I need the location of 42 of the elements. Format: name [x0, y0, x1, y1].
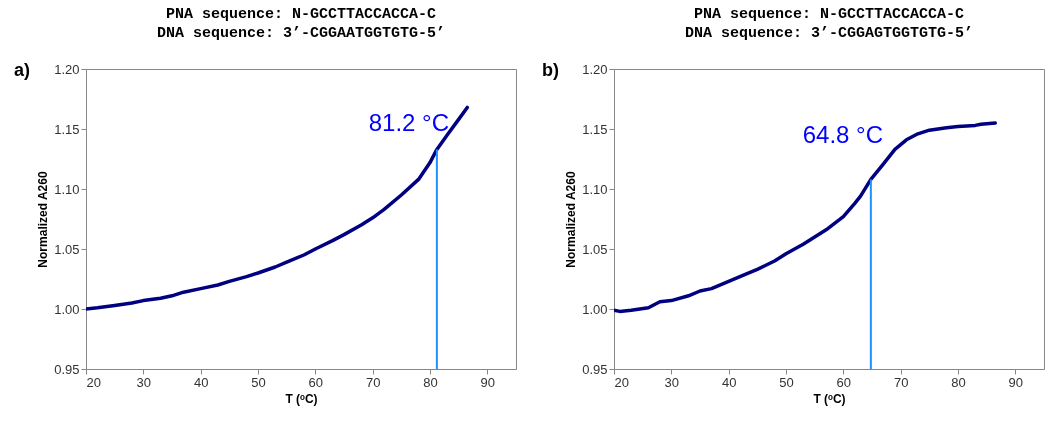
- chart-title: PNA sequence: N-GCCTTACCACCA-C: [165, 6, 437, 23]
- y-tick-label: 1.20: [54, 61, 80, 77]
- x-tick-label: 30: [136, 374, 152, 390]
- x-tick-label: 20: [86, 374, 101, 390]
- x-tick-label: 50: [779, 374, 794, 390]
- y-tick-label: 1.10: [54, 181, 80, 197]
- x-tick-label: 40: [721, 374, 737, 390]
- y-tick-label: 1.10: [582, 181, 608, 197]
- y-tick-label: 1.05: [54, 241, 80, 257]
- x-tick-label: 30: [664, 374, 680, 390]
- chart-subtitle: DNA sequence: 3’-CGGAGTGGTGTG-5’: [684, 25, 974, 42]
- line-series: [86, 105, 470, 311]
- y-tick-label: 1.05: [582, 241, 608, 257]
- x-tick-label: 60: [308, 374, 324, 390]
- x-tick-label: 40: [193, 374, 209, 390]
- x-tick-label: 80: [951, 374, 966, 390]
- y-tick-label: 0.95: [582, 361, 608, 377]
- x-tick-label: 90: [480, 374, 496, 390]
- chart-subtitle: DNA sequence: 3’-CGGAATGGTGTG-5’: [156, 25, 446, 42]
- x-tick-label: 70: [893, 374, 909, 390]
- y-tick-label: 1.20: [582, 61, 608, 77]
- x-tick-label: 60: [836, 374, 852, 390]
- x-axis-title: T (ᵒC): [285, 391, 318, 406]
- y-tick-label: 1.15: [54, 121, 80, 137]
- y-tick-label: 1.00: [54, 301, 80, 317]
- ref-line-label: 81.2 °C: [368, 109, 450, 136]
- ref-line-label: 64.8 °C: [802, 121, 884, 148]
- x-tick-label: 20: [614, 374, 629, 390]
- y-tick-label: 1.00: [582, 301, 608, 317]
- y-axis-title: Normalized A260: [36, 171, 51, 268]
- text: b): [542, 60, 559, 80]
- x-tick-label: 70: [365, 374, 381, 390]
- x-tick-label: 90: [1008, 374, 1024, 390]
- line-series: [614, 121, 998, 314]
- y-tick-label: 1.15: [582, 121, 608, 137]
- x-tick-label: 80: [423, 374, 438, 390]
- text: a): [14, 60, 31, 80]
- y-axis-title: Normalized A260: [564, 171, 579, 268]
- x-axis-title: T (ᵒC): [813, 391, 846, 406]
- y-tick-label: 0.95: [54, 361, 80, 377]
- x-tick-label: 50: [251, 374, 266, 390]
- chart-title: PNA sequence: N-GCCTTACCACCA-C: [693, 6, 965, 23]
